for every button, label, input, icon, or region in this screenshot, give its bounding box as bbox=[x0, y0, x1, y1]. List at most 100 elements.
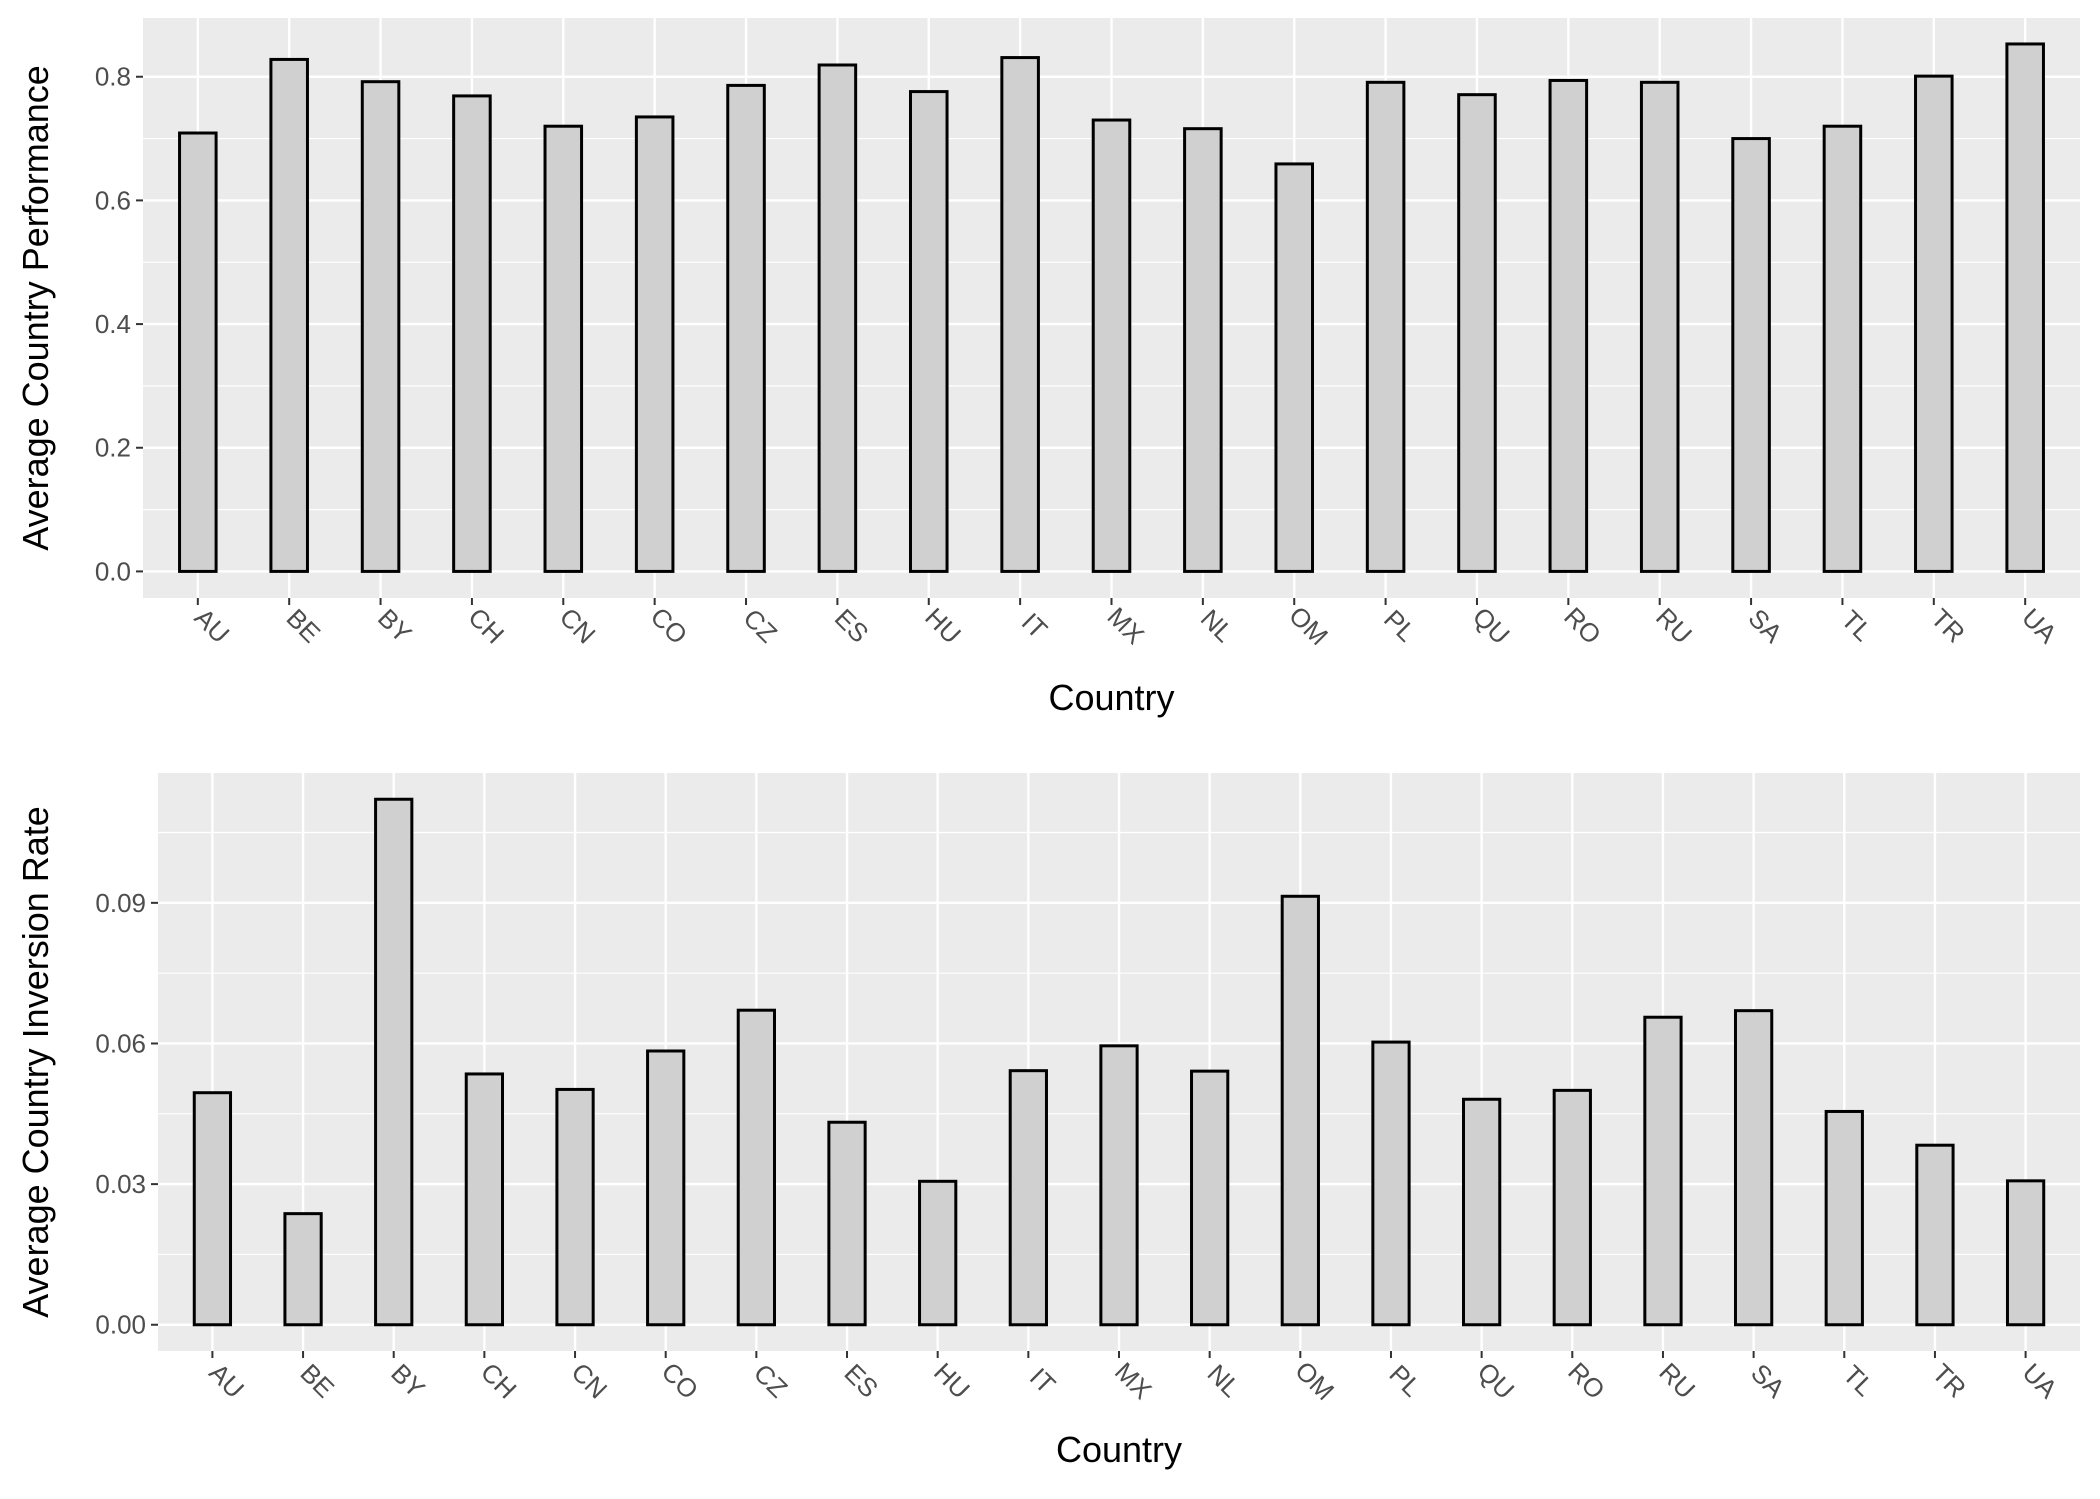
bar-es bbox=[817, 63, 858, 573]
bar-om bbox=[1274, 162, 1315, 573]
bar-sa bbox=[1731, 137, 1771, 573]
y-axis-title: Average Country Inversion Rate bbox=[15, 806, 56, 1318]
bar-ro bbox=[1552, 1088, 1592, 1327]
x-tick-label: CZ bbox=[738, 603, 784, 649]
x-tick-label: RU bbox=[1653, 1357, 1701, 1405]
bar-it bbox=[1000, 56, 1040, 573]
bar-ch bbox=[452, 94, 492, 573]
bar-tl bbox=[1822, 124, 1863, 573]
x-tick-label: UA bbox=[2016, 602, 2063, 649]
x-tick-label: CH bbox=[462, 602, 510, 650]
x-tick-label: CN bbox=[554, 602, 602, 650]
x-tick-label: RU bbox=[1650, 602, 1698, 650]
bar-nl bbox=[1190, 1069, 1230, 1327]
bar-cz bbox=[736, 1008, 776, 1327]
bar-qu bbox=[1462, 1097, 1502, 1327]
chart-panel-1: 0.0 0.2 0.4 0.6 0.8 AU BE BY CH CN CO CZ ES HU IT MX NL O… bbox=[15, 18, 2080, 718]
x-tick-label: MX bbox=[1109, 1356, 1158, 1405]
x-tick-label: CO bbox=[645, 601, 694, 650]
x-tick-label: AU bbox=[189, 602, 236, 649]
bar-mx bbox=[1091, 118, 1132, 573]
bar-co bbox=[646, 1049, 686, 1327]
x-tick-label: IT bbox=[1016, 607, 1054, 645]
bar-by bbox=[360, 80, 401, 573]
chart-panel-2: 0.00 0.03 0.06 0.09 AU BE BY CH CN CO CZ ES HU IT MX NL… bbox=[15, 773, 2080, 1470]
x-tick-label: CO bbox=[656, 1356, 705, 1405]
bar-cn bbox=[543, 124, 584, 573]
x-tick-label: NL bbox=[1195, 603, 1240, 648]
x-tick-label: ES bbox=[839, 1358, 885, 1404]
bar-it bbox=[1008, 1069, 1048, 1327]
bar-be bbox=[269, 57, 309, 573]
x-tick-label: ES bbox=[829, 603, 875, 649]
bar-tr bbox=[1914, 74, 1954, 573]
bar-qu bbox=[1457, 93, 1497, 573]
x-tick-label: BY bbox=[372, 603, 418, 649]
x-tick-label: TL bbox=[1837, 1359, 1880, 1402]
x-tick-label: RO bbox=[1562, 1356, 1611, 1405]
x-tick-label: SA bbox=[1745, 1358, 1791, 1404]
y-tick-label: 0.4 bbox=[95, 309, 131, 339]
x-axis-title: Country bbox=[1048, 677, 1174, 718]
bar-sa bbox=[1733, 1009, 1774, 1327]
x-tick-label: MX bbox=[1101, 601, 1150, 650]
x-tick-label: TL bbox=[1835, 604, 1878, 647]
bar-ua bbox=[2005, 1179, 2046, 1327]
y-tick-label: 0.00 bbox=[95, 1310, 146, 1340]
x-tick-label: CH bbox=[475, 1357, 523, 1405]
bar-pl bbox=[1365, 80, 1406, 573]
bar-ru bbox=[1639, 80, 1680, 573]
bar-pl bbox=[1371, 1040, 1411, 1327]
bar-ro bbox=[1548, 78, 1589, 573]
bar-ua bbox=[2005, 42, 2045, 573]
bar-be bbox=[283, 1212, 323, 1327]
y-axis-title: Average Country Performance bbox=[15, 65, 56, 551]
x-tick-label: IT bbox=[1024, 1362, 1062, 1400]
x-tick-label: QU bbox=[1472, 1356, 1521, 1405]
x-tick-label: BY bbox=[385, 1358, 431, 1404]
x-tick-label: CN bbox=[566, 1357, 614, 1405]
x-tick-label: UA bbox=[2017, 1357, 2064, 1404]
x-tick-label: SA bbox=[1743, 603, 1789, 649]
bar-by bbox=[374, 797, 414, 1327]
y-tick-label: 0.2 bbox=[95, 433, 131, 463]
bar-nl bbox=[1183, 127, 1223, 573]
x-axis-title: Country bbox=[1056, 1429, 1182, 1470]
x-tick-label: TR bbox=[1925, 603, 1971, 649]
x-tick-label: NL bbox=[1202, 1358, 1247, 1403]
bar-au bbox=[178, 131, 218, 573]
bar-hu bbox=[908, 90, 949, 573]
x-tick-label: TR bbox=[1926, 1358, 1972, 1404]
bar-mx bbox=[1099, 1044, 1139, 1327]
x-tick-label: HU bbox=[928, 1357, 976, 1405]
bar-cz bbox=[726, 83, 766, 573]
bar-tl bbox=[1824, 1109, 1864, 1327]
x-tick-label: CZ bbox=[748, 1358, 794, 1404]
bar-es bbox=[827, 1120, 867, 1327]
bar-hu bbox=[918, 1179, 958, 1327]
y-tick-label: 0.6 bbox=[95, 185, 131, 215]
x-tick-label: PL bbox=[1378, 604, 1422, 648]
x-tick-label: OM bbox=[1289, 1355, 1340, 1406]
x-tick-label: AU bbox=[203, 1357, 250, 1404]
bar-ch bbox=[464, 1072, 505, 1327]
bar-co bbox=[634, 115, 675, 573]
x-tick-label: PL bbox=[1383, 1359, 1427, 1403]
x-tick-label: OM bbox=[1283, 600, 1334, 651]
x-tick-label: QU bbox=[1467, 601, 1516, 650]
bar-au bbox=[192, 1091, 233, 1327]
bar-cn bbox=[555, 1087, 595, 1327]
y-tick-label: 0.06 bbox=[95, 1028, 146, 1058]
y-tick-label: 0.0 bbox=[95, 556, 131, 586]
bar-om bbox=[1280, 894, 1320, 1327]
bar-ru bbox=[1643, 1015, 1683, 1327]
y-tick-label: 0.8 bbox=[95, 62, 131, 92]
x-tick-label: RO bbox=[1558, 601, 1607, 650]
y-tick-label: 0.03 bbox=[95, 1169, 146, 1199]
bar-tr bbox=[1915, 1143, 1955, 1327]
x-tick-label: HU bbox=[919, 602, 967, 650]
x-tick-label: BE bbox=[281, 603, 327, 649]
y-tick-label: 0.09 bbox=[95, 888, 146, 918]
